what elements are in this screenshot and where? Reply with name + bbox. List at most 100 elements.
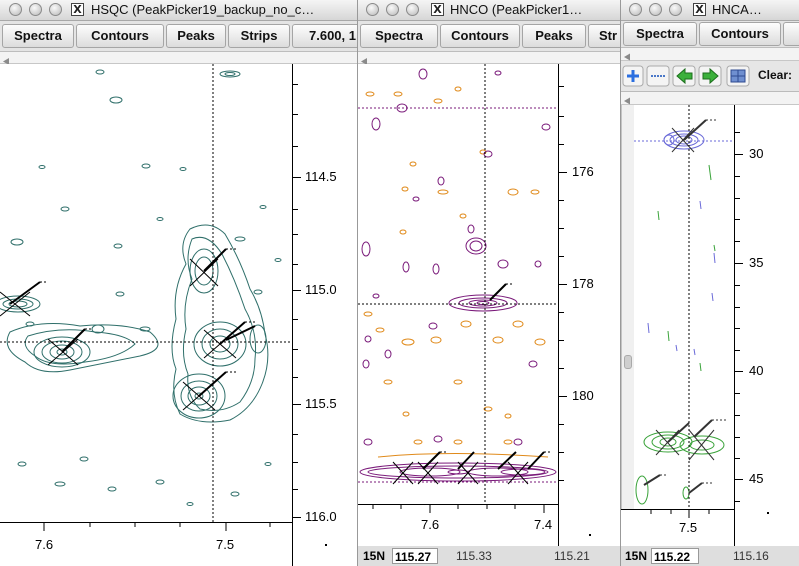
peaks-button[interactable]: Peaks: [166, 24, 226, 48]
status-value-field[interactable]: 115.22: [651, 548, 699, 564]
peaks-button[interactable]: Peaks: [522, 24, 586, 48]
y-tick: [735, 437, 740, 438]
y-tick: [559, 256, 564, 257]
window-title: HNCO (PeakPicker1…: [450, 3, 583, 17]
y-tick: [559, 144, 564, 145]
close-window-button[interactable]: [629, 3, 642, 16]
zoom-window-button[interactable]: [49, 3, 62, 16]
y-tick: [559, 480, 564, 481]
scroll-arrow-icon: [624, 97, 630, 105]
y-tick: [735, 154, 743, 155]
more-button[interactable]: [783, 22, 799, 46]
y-tick: [293, 114, 298, 115]
x-tick-label: 7.6: [35, 537, 54, 552]
y-tick: [735, 219, 740, 220]
zoom-window-button[interactable]: [406, 3, 419, 16]
y-tick-label: 115.5: [305, 396, 337, 411]
y-tick: [293, 434, 298, 435]
hnca-toolbar: Spectra Contours: [621, 21, 799, 48]
hnca-vertical-scrollbar[interactable]: [621, 105, 634, 509]
y-tick: [735, 393, 740, 394]
horizontal-scrollbar[interactable]: [0, 52, 357, 65]
hsqc-y-axis: 114.5 115.0 115.5 116.0: [292, 64, 357, 524]
y-tick: [559, 228, 564, 229]
x11-icon: X: [71, 3, 84, 16]
y-tick-label: 30: [749, 146, 764, 161]
hsqc-spectrum-plot[interactable]: [0, 64, 292, 522]
x-ticks: [372, 505, 545, 513]
hnca-horizontal-scrollbar-2[interactable]: [621, 92, 799, 105]
contours-button[interactable]: Contours: [440, 24, 520, 48]
y-tick: [293, 489, 298, 490]
y-tick-label: 116.0: [305, 509, 337, 524]
y-tick: [293, 84, 298, 85]
y-tick: [293, 234, 298, 235]
plus-icon[interactable]: [622, 65, 644, 87]
y-tick: [559, 284, 567, 285]
hnco-titlebar: X HNCO (PeakPicker1…: [358, 0, 620, 21]
y-tick: [293, 146, 298, 147]
dash-icon[interactable]: [646, 65, 670, 87]
hnco-status-bar: 15N 115.27 115.33 115.21: [358, 546, 620, 566]
scroll-thumb[interactable]: [624, 355, 632, 369]
scroll-arrow-icon: [361, 58, 367, 65]
contours-button[interactable]: Contours: [76, 24, 164, 48]
hnco-contours: [358, 64, 558, 504]
y-tick: [293, 377, 298, 378]
y-tick-label: 35: [749, 255, 764, 270]
close-window-button[interactable]: [9, 3, 22, 16]
strips-button[interactable]: Strips: [228, 24, 290, 48]
tool-icons: [622, 65, 750, 87]
scroll-arrow-icon: [3, 58, 9, 65]
y-tick: [735, 415, 740, 416]
window-title: HNCA…: [712, 3, 762, 17]
grid-icon[interactable]: [726, 65, 750, 87]
hnco-y-axis: 176 178 180: [558, 64, 620, 504]
cursor-position-button[interactable]: 7.600, 1: [292, 24, 357, 48]
hnca-x-axis: 7.5: [621, 509, 734, 546]
status-left-value: 115.33: [456, 549, 492, 563]
y-tick: [559, 452, 564, 453]
clear-label[interactable]: Clear:: [758, 68, 793, 82]
close-window-button[interactable]: [366, 3, 379, 16]
status-value-field[interactable]: 115.27: [392, 548, 438, 564]
minimize-window-button[interactable]: [29, 3, 42, 16]
x11-icon: X: [693, 3, 706, 16]
horizontal-scrollbar[interactable]: [358, 52, 620, 65]
y-tick: [293, 209, 298, 210]
hsqc-contours: [0, 64, 292, 522]
y-tick-label: 176: [572, 164, 594, 179]
strips-button[interactable]: Str: [588, 24, 620, 48]
spectra-button[interactable]: Spectra: [360, 24, 438, 48]
zoom-window-button[interactable]: [669, 3, 682, 16]
y-tick: [735, 198, 740, 199]
y-tick: [735, 371, 743, 372]
y-tick: [559, 116, 564, 117]
hnco-spectrum-plot[interactable]: [358, 64, 558, 504]
y-tick: [735, 176, 740, 177]
corner-box: [292, 522, 357, 566]
spectra-button[interactable]: Spectra: [623, 22, 697, 46]
y-tick: [293, 319, 298, 320]
hnca-spectrum-plot[interactable]: [634, 105, 734, 509]
minimize-window-button[interactable]: [386, 3, 399, 16]
arrow-right-icon[interactable]: [698, 65, 722, 87]
y-tick: [735, 458, 740, 459]
scroll-arrow-icon: [624, 53, 630, 61]
spectra-button[interactable]: Spectra: [2, 24, 74, 48]
y-tick: [735, 307, 740, 308]
y-tick: [293, 290, 301, 291]
y-tick: [559, 172, 567, 173]
contours-button[interactable]: Contours: [699, 22, 781, 46]
y-tick: [735, 263, 743, 264]
hsqc-window: X HSQC (PeakPicker19_backup_no_c… Spectr…: [0, 0, 358, 566]
hsqc-toolbar: Spectra Contours Peaks Strips 7.600, 1: [0, 21, 357, 52]
minimize-window-button[interactable]: [649, 3, 662, 16]
arrow-left-icon[interactable]: [672, 65, 696, 87]
y-tick: [293, 462, 298, 463]
y-tick-label: 45: [749, 471, 764, 486]
y-tick: [559, 424, 564, 425]
horizontal-scrollbar[interactable]: [621, 48, 799, 61]
y-tick-label: 178: [572, 276, 594, 291]
y-tick: [293, 404, 301, 405]
